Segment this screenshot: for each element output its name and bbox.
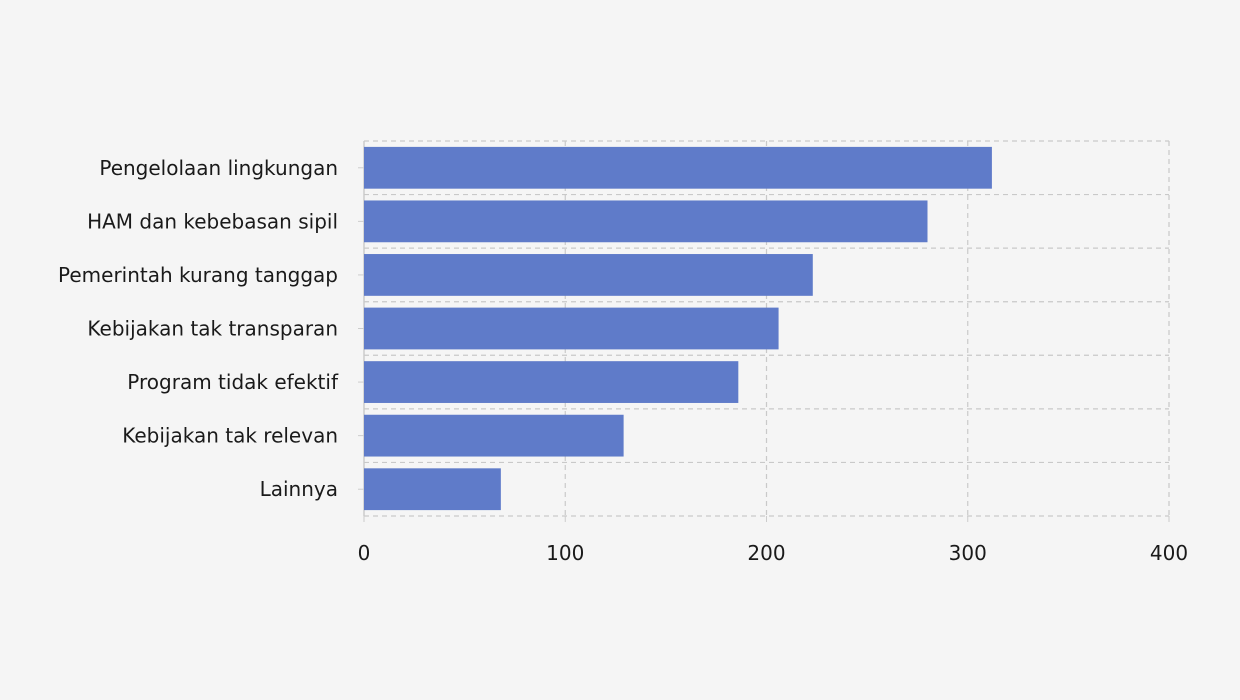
category-label: Kebijakan tak relevan	[122, 424, 338, 448]
bar	[364, 200, 928, 243]
x-tick-label: 300	[949, 541, 987, 565]
category-label: Program tidak efektif	[127, 370, 339, 394]
bar	[364, 414, 624, 457]
x-tick-label: 400	[1150, 541, 1188, 565]
bar	[364, 254, 813, 296]
category-label: Pemerintah kurang tanggap	[58, 263, 338, 287]
category-label: Pengelolaan lingkungan	[99, 156, 338, 180]
category-label: Lainnya	[260, 477, 338, 501]
x-tick-label: 200	[747, 541, 785, 565]
category-label: HAM dan kebebasan sipil	[87, 209, 338, 233]
x-tick-label: 100	[546, 541, 584, 565]
bar	[364, 146, 992, 189]
bar	[364, 361, 739, 403]
category-label: Kebijakan tak transparan	[87, 317, 338, 341]
bar	[364, 468, 501, 511]
x-tick-label: 0	[358, 541, 371, 565]
bar-layer	[364, 146, 992, 511]
bar	[364, 307, 779, 350]
tick-layer: 0 100 200 300 400	[358, 167, 1188, 565]
label-layer: Pengelolaan lingkungan HAM dan kebebasan …	[58, 156, 339, 501]
